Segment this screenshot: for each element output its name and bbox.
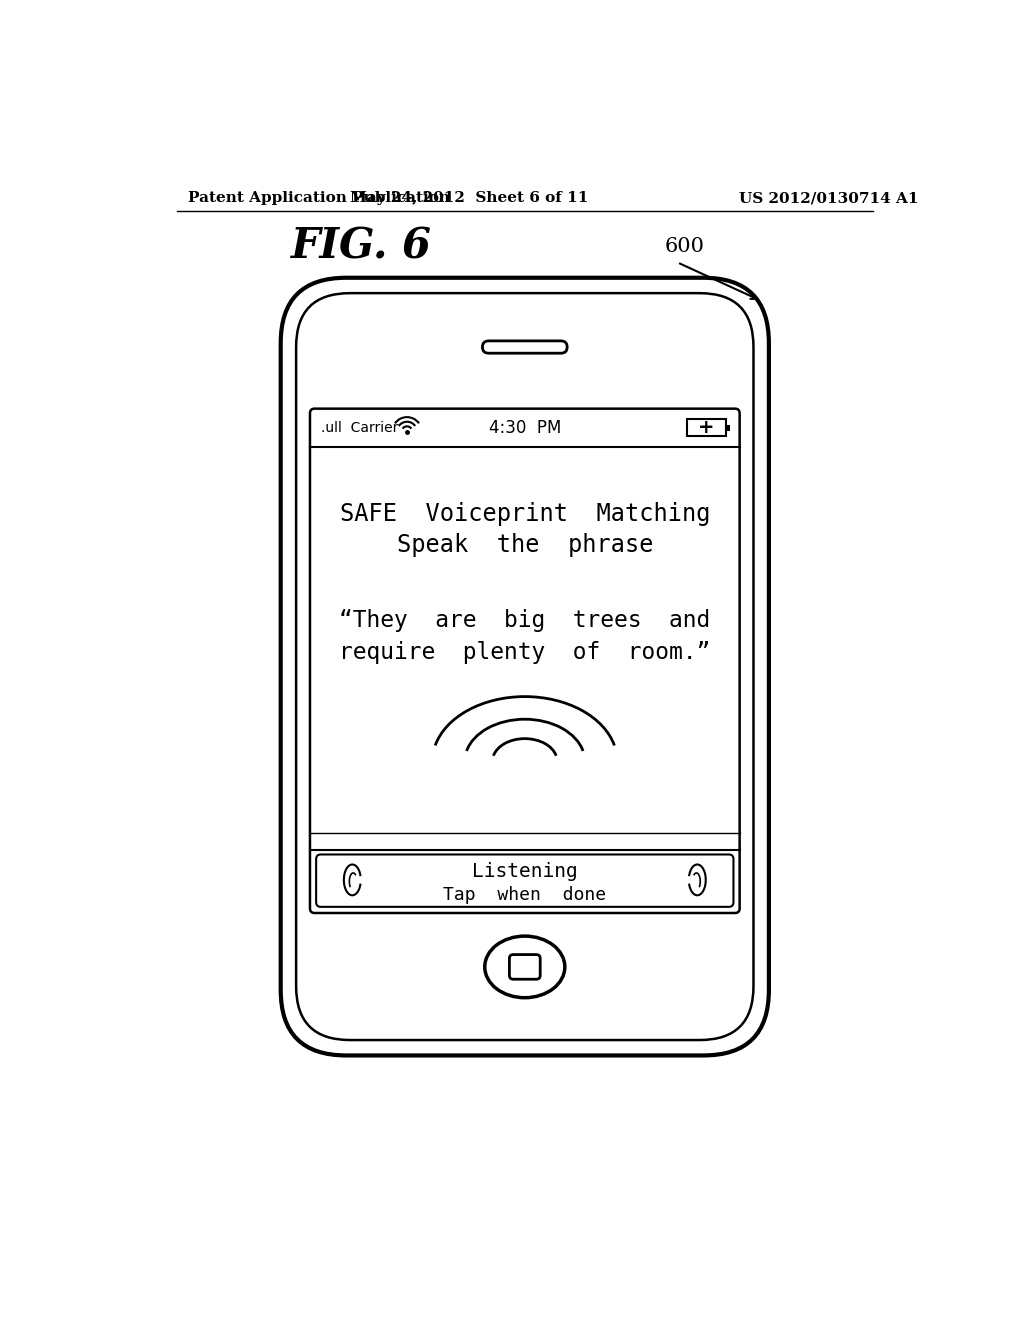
FancyBboxPatch shape	[281, 277, 769, 1056]
Text: 600: 600	[665, 238, 705, 256]
Text: US 2012/0130714 A1: US 2012/0130714 A1	[739, 191, 919, 206]
Bar	[726, 425, 730, 430]
FancyBboxPatch shape	[482, 341, 567, 354]
FancyBboxPatch shape	[296, 293, 754, 1040]
FancyBboxPatch shape	[509, 954, 541, 979]
Text: Tap  when  done: Tap when done	[443, 886, 606, 904]
Text: Speak  the  phrase: Speak the phrase	[396, 533, 653, 557]
Text: +: +	[698, 418, 715, 437]
Text: require  plenty  of  room.”: require plenty of room.”	[339, 642, 711, 664]
Bar	[687, 420, 726, 437]
Text: FIG. 6: FIG. 6	[291, 226, 432, 268]
Ellipse shape	[484, 936, 565, 998]
FancyBboxPatch shape	[310, 409, 739, 913]
Text: SAFE  Voiceprint  Matching: SAFE Voiceprint Matching	[340, 502, 710, 527]
Text: May 24, 2012  Sheet 6 of 11: May 24, 2012 Sheet 6 of 11	[350, 191, 589, 206]
Text: Listening: Listening	[472, 862, 578, 882]
FancyBboxPatch shape	[316, 854, 733, 907]
Text: Patent Application Publication: Patent Application Publication	[188, 191, 451, 206]
Text: .ull  Carrier: .ull Carrier	[321, 421, 398, 434]
Text: 4:30  PM: 4:30 PM	[488, 418, 561, 437]
Text: “They  are  big  trees  and: “They are big trees and	[339, 609, 711, 632]
